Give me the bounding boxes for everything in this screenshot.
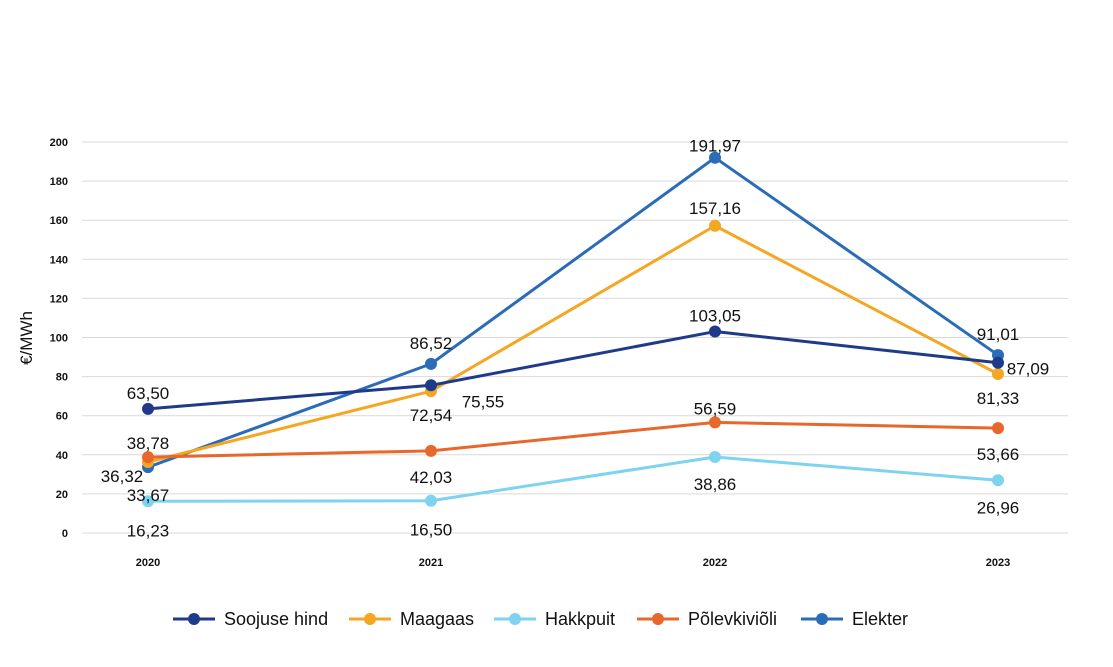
data-label: 56,59 bbox=[694, 399, 737, 418]
data-label: 75,55 bbox=[462, 392, 505, 411]
series-2 bbox=[142, 451, 1004, 508]
data-label: 38,86 bbox=[694, 475, 737, 494]
data-point bbox=[992, 367, 1004, 380]
y-tick-label: 200 bbox=[50, 137, 68, 149]
y-axis-ticks: 0 20 40 60 80 100 120 140 160 180 200 bbox=[50, 137, 68, 540]
x-tick-label: 2020 bbox=[136, 557, 160, 569]
x-axis-ticks: 2020 2021 2022 2023 bbox=[136, 557, 1010, 569]
data-point bbox=[709, 325, 721, 338]
series-line bbox=[147, 420, 999, 459]
y-tick-label: 140 bbox=[50, 254, 68, 266]
data-point bbox=[992, 422, 1004, 435]
legend-label: Maagaas bbox=[400, 609, 474, 629]
series-lines bbox=[142, 151, 1004, 508]
data-label: 33,67 bbox=[127, 486, 170, 505]
data-label: 36,32 bbox=[101, 467, 144, 486]
legend-label: Põlevkiviõli bbox=[688, 609, 777, 629]
data-label: 91,01 bbox=[977, 325, 1020, 344]
data-label: 63,50 bbox=[127, 384, 170, 403]
y-tick-label: 80 bbox=[56, 372, 68, 384]
series-3 bbox=[142, 416, 1004, 464]
data-label: 72,54 bbox=[410, 406, 453, 425]
series-0 bbox=[142, 325, 1004, 415]
data-point bbox=[709, 219, 721, 232]
x-tick-label: 2022 bbox=[703, 557, 727, 569]
data-label: 81,33 bbox=[977, 389, 1020, 408]
legend-swatch-marker bbox=[652, 613, 664, 625]
y-tick-label: 40 bbox=[56, 450, 68, 462]
legend-swatch-marker bbox=[816, 613, 828, 625]
data-point bbox=[142, 495, 154, 508]
data-point bbox=[709, 151, 721, 164]
y-tick-label: 60 bbox=[56, 411, 68, 423]
data-point bbox=[425, 357, 437, 370]
x-tick-label: 2023 bbox=[986, 557, 1010, 569]
y-tick-label: 160 bbox=[50, 215, 68, 227]
data-point bbox=[425, 379, 437, 392]
data-labels: 63,50 75,55 103,05 87,09 36,32 72,54 157,16 81,… bbox=[101, 137, 1050, 541]
series-1 bbox=[142, 219, 1004, 468]
data-label: 157,16 bbox=[689, 199, 741, 218]
legend-label: Hakkpuit bbox=[545, 609, 615, 629]
data-label: 103,05 bbox=[689, 307, 741, 326]
legend-item: Põlevkiviõli bbox=[637, 609, 777, 629]
data-point bbox=[709, 416, 721, 429]
data-label: 26,96 bbox=[977, 498, 1020, 517]
data-label: 53,66 bbox=[977, 445, 1020, 464]
data-point bbox=[425, 494, 437, 507]
data-label: 16,50 bbox=[410, 521, 453, 540]
data-label: 38,78 bbox=[127, 434, 170, 453]
y-tick-label: 20 bbox=[56, 489, 68, 501]
legend-swatch-marker bbox=[364, 613, 376, 625]
series-line bbox=[147, 224, 999, 464]
legend-item: Soojuse hind bbox=[173, 609, 328, 629]
legend: Soojuse hind Maagaas Hakkpuit Põlevkiviõli E… bbox=[173, 609, 908, 629]
data-label: 87,09 bbox=[1007, 360, 1050, 379]
data-point bbox=[709, 451, 721, 464]
data-label: 42,03 bbox=[410, 468, 453, 487]
data-point bbox=[425, 444, 437, 457]
data-label: 86,52 bbox=[410, 334, 453, 353]
data-point bbox=[992, 474, 1004, 487]
y-tick-label: 180 bbox=[50, 176, 68, 188]
legend-label: Elekter bbox=[852, 609, 908, 629]
data-point bbox=[142, 451, 154, 464]
legend-swatch-marker bbox=[188, 613, 200, 625]
data-point bbox=[992, 356, 1004, 369]
y-tick-label: 100 bbox=[50, 333, 68, 345]
data-point bbox=[142, 402, 154, 415]
x-tick-label: 2021 bbox=[419, 557, 443, 569]
y-tick-label: 120 bbox=[50, 293, 68, 305]
legend-label: Soojuse hind bbox=[224, 609, 328, 629]
legend-item: Elekter bbox=[801, 609, 908, 629]
series-line bbox=[147, 330, 999, 411]
series-line bbox=[147, 455, 999, 503]
data-label: 191,97 bbox=[689, 137, 741, 156]
legend-swatch-marker bbox=[509, 613, 521, 625]
series-line bbox=[147, 156, 999, 469]
y-axis-label: €/MWh bbox=[17, 311, 36, 365]
data-label: 16,23 bbox=[127, 521, 170, 540]
legend-item: Maagaas bbox=[349, 609, 474, 629]
legend-item: Hakkpuit bbox=[494, 609, 615, 629]
y-tick-label: 0 bbox=[62, 528, 68, 540]
